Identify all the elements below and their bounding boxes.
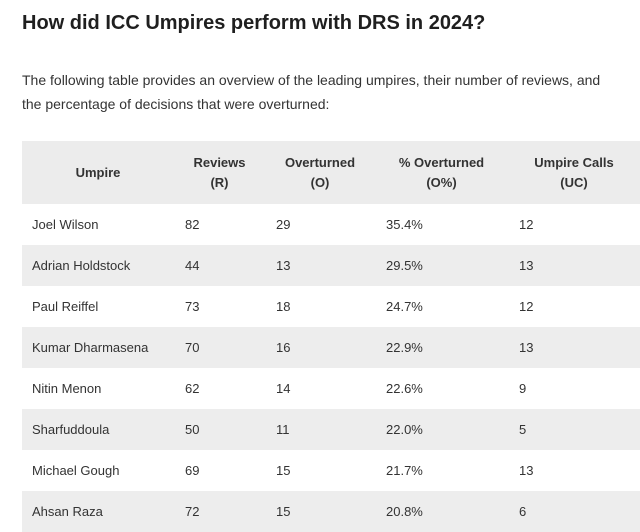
column-header-label: Umpire Calls bbox=[534, 154, 614, 170]
cell-percent-overturned: 24.7% bbox=[386, 299, 423, 314]
cell-percent-overturned: 29.5% bbox=[386, 258, 423, 273]
cell-overturned: 15 bbox=[276, 463, 291, 478]
cell-umpire-calls: 13 bbox=[519, 340, 534, 355]
cell-percent-overturned: 22.6% bbox=[386, 381, 423, 396]
cell-percent-overturned: 35.4% bbox=[386, 217, 423, 232]
cell-umpire: Nitin Menon bbox=[32, 381, 102, 396]
article-intro: The following table provides an overview… bbox=[22, 72, 601, 112]
cell-umpire-calls: 13 bbox=[519, 463, 534, 478]
cell-overturned: 18 bbox=[276, 299, 291, 314]
umpire-drs-table: Umpire Reviews (R) Overturned (O) % Over… bbox=[22, 141, 640, 532]
table-row: Kumar Dharmasena 70 16 22.9% 13 bbox=[22, 327, 640, 368]
cell-umpire: Sharfuddoula bbox=[32, 422, 110, 437]
cell-overturned: 15 bbox=[276, 504, 291, 519]
column-header-abbrev: (R) bbox=[210, 174, 229, 190]
table-header-row: Umpire Reviews (R) Overturned (O) % Over… bbox=[22, 141, 640, 204]
cell-percent-overturned: 22.0% bbox=[386, 422, 423, 437]
umpire-drs-table-container: Umpire Reviews (R) Overturned (O) % Over… bbox=[22, 141, 640, 532]
column-header-umpire: Umpire bbox=[22, 141, 174, 204]
cell-reviews: 70 bbox=[185, 340, 200, 355]
cell-overturned: 16 bbox=[276, 340, 291, 355]
table-row: Michael Gough 69 15 21.7% 13 bbox=[22, 450, 640, 491]
table-row: Sharfuddoula 50 11 22.0% 5 bbox=[22, 409, 640, 450]
cell-umpire: Michael Gough bbox=[32, 463, 120, 478]
cell-overturned: 13 bbox=[276, 258, 291, 273]
cell-umpire-calls: 6 bbox=[519, 504, 527, 519]
table-row: Paul Reiffel 73 18 24.7% 12 bbox=[22, 286, 640, 327]
cell-reviews: 82 bbox=[185, 217, 200, 232]
cell-overturned: 11 bbox=[276, 422, 290, 437]
cell-reviews: 44 bbox=[185, 258, 200, 273]
article-heading: How did ICC Umpires perform with DRS in … bbox=[22, 12, 486, 34]
column-header-label: Reviews bbox=[193, 154, 246, 170]
cell-reviews: 72 bbox=[185, 504, 200, 519]
cell-umpire: Adrian Holdstock bbox=[32, 258, 131, 273]
column-header-umpire-calls: Umpire Calls (UC) bbox=[508, 141, 640, 204]
cell-umpire-calls: 12 bbox=[519, 299, 534, 314]
table-row: Adrian Holdstock 44 13 29.5% 13 bbox=[22, 245, 640, 286]
column-header-percent-overturned: % Overturned (O%) bbox=[375, 141, 508, 204]
cell-reviews: 73 bbox=[185, 299, 200, 314]
column-header-label: % Overturned bbox=[398, 154, 485, 170]
column-header-overturned: Overturned (O) bbox=[265, 141, 375, 204]
cell-reviews: 62 bbox=[185, 381, 200, 396]
table-header: Umpire Reviews (R) Overturned (O) % Over… bbox=[22, 141, 640, 204]
column-header-abbrev: (UC) bbox=[560, 174, 588, 190]
cell-umpire-calls: 5 bbox=[519, 422, 527, 437]
table-body: Joel Wilson 82 29 35.4% 12 Adrian Holdst… bbox=[22, 204, 640, 532]
cell-umpire: Ahsan Raza bbox=[32, 504, 103, 519]
column-header-abbrev: (O%) bbox=[426, 174, 457, 190]
cell-umpire: Paul Reiffel bbox=[32, 299, 99, 314]
cell-umpire: Kumar Dharmasena bbox=[32, 340, 149, 355]
cell-percent-overturned: 20.8% bbox=[386, 504, 423, 519]
table-row: Nitin Menon 62 14 22.6% 9 bbox=[22, 368, 640, 409]
column-header-reviews: Reviews (R) bbox=[174, 141, 265, 204]
cell-overturned: 14 bbox=[276, 381, 291, 396]
column-header-label: Umpire bbox=[75, 164, 121, 180]
column-header-abbrev: (O) bbox=[310, 174, 330, 190]
cell-reviews: 50 bbox=[185, 422, 200, 437]
cell-percent-overturned: 21.7% bbox=[386, 463, 423, 478]
cell-umpire-calls: 9 bbox=[519, 381, 527, 396]
cell-umpire-calls: 13 bbox=[519, 258, 534, 273]
cell-percent-overturned: 22.9% bbox=[386, 340, 423, 355]
table-row: Ahsan Raza 72 15 20.8% 6 bbox=[22, 491, 640, 532]
cell-overturned: 29 bbox=[276, 217, 291, 232]
cell-umpire-calls: 12 bbox=[519, 217, 534, 232]
column-header-label: Overturned bbox=[284, 154, 356, 170]
cell-reviews: 69 bbox=[185, 463, 200, 478]
cell-umpire: Joel Wilson bbox=[32, 217, 99, 232]
table-row: Joel Wilson 82 29 35.4% 12 bbox=[22, 204, 640, 245]
